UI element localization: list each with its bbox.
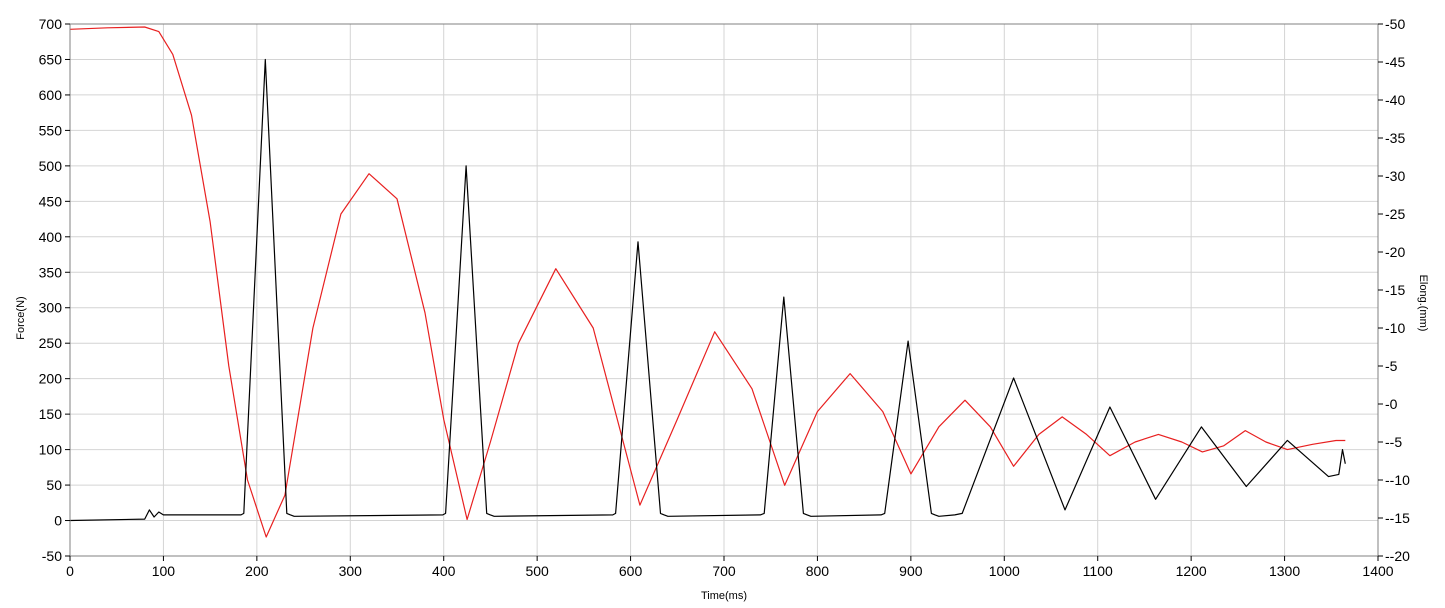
y2-tick-label: -25 [1385, 206, 1405, 222]
axes: 0 100 200 300 400 500 600 700 800 900 1000 1100 1200… [39, 16, 1410, 579]
y2-tick-label: --5 [1385, 434, 1402, 450]
x-tick-label: 1400 [1362, 563, 1393, 579]
y-tick-label: 200 [39, 371, 63, 387]
x-tick-label: 300 [339, 563, 363, 579]
y-tick-label: 50 [46, 477, 62, 493]
y-tick-label: 350 [39, 264, 63, 280]
y-tick-label: 550 [39, 122, 63, 138]
x-tick-label: 800 [806, 563, 830, 579]
x-tick-label: 1200 [1176, 563, 1207, 579]
y2-tick-label: -0 [1385, 396, 1398, 412]
y2-tick-label: -10 [1385, 320, 1405, 336]
x-tick-label: 0 [66, 563, 74, 579]
y-axis-title: Force(N) [15, 296, 27, 339]
y-tick-label: 0 [54, 513, 62, 529]
x-tick-label: 600 [619, 563, 643, 579]
x-axis-title: Time(ms) [701, 590, 747, 602]
x-tick-label: 1000 [989, 563, 1020, 579]
x-tick-label: 100 [152, 563, 176, 579]
y-tick-label: 650 [39, 51, 63, 67]
y-tick-label: 400 [39, 229, 63, 245]
y-tick-label: 700 [39, 16, 63, 32]
grid [69, 23, 1379, 557]
y-tick-label: 150 [39, 406, 63, 422]
y2-tick-label: -40 [1385, 92, 1405, 108]
y2-tick-label: -30 [1385, 168, 1405, 184]
series-layer [69, 26, 1346, 538]
y2-tick-label: --10 [1385, 472, 1410, 488]
y-tick-label: 250 [39, 335, 63, 351]
x-tick-label: 1300 [1269, 563, 1300, 579]
y2-tick-label: -45 [1385, 54, 1405, 70]
x-tick-label: 200 [245, 563, 269, 579]
y2-tick-label: --15 [1385, 510, 1410, 526]
x-tick-label: 500 [525, 563, 549, 579]
y2-tick-label: -5 [1385, 358, 1398, 374]
y-tick-label: 450 [39, 193, 63, 209]
y-tick-label: -50 [42, 548, 62, 564]
x-tick-label: 1100 [1083, 563, 1113, 579]
x-tick-label: 700 [712, 563, 736, 579]
x-tick-label: 400 [432, 563, 456, 579]
y2-tick-label: --20 [1385, 548, 1410, 564]
y2-tick-label: -15 [1385, 282, 1405, 298]
y2-tick-label: -50 [1385, 16, 1405, 32]
series-force-line [69, 58, 1346, 522]
y-tick-label: 100 [39, 442, 63, 458]
y2-tick-label: -20 [1385, 244, 1405, 260]
y2-tick-label: -35 [1385, 130, 1405, 146]
y-tick-label: 500 [39, 158, 63, 174]
series-elongation-line [69, 26, 1346, 538]
x-tick-label: 900 [899, 563, 923, 579]
y2-axis-title: Elong.(mm) [1417, 275, 1429, 332]
y-tick-label: 600 [39, 87, 63, 103]
y-tick-label: 300 [39, 300, 63, 316]
